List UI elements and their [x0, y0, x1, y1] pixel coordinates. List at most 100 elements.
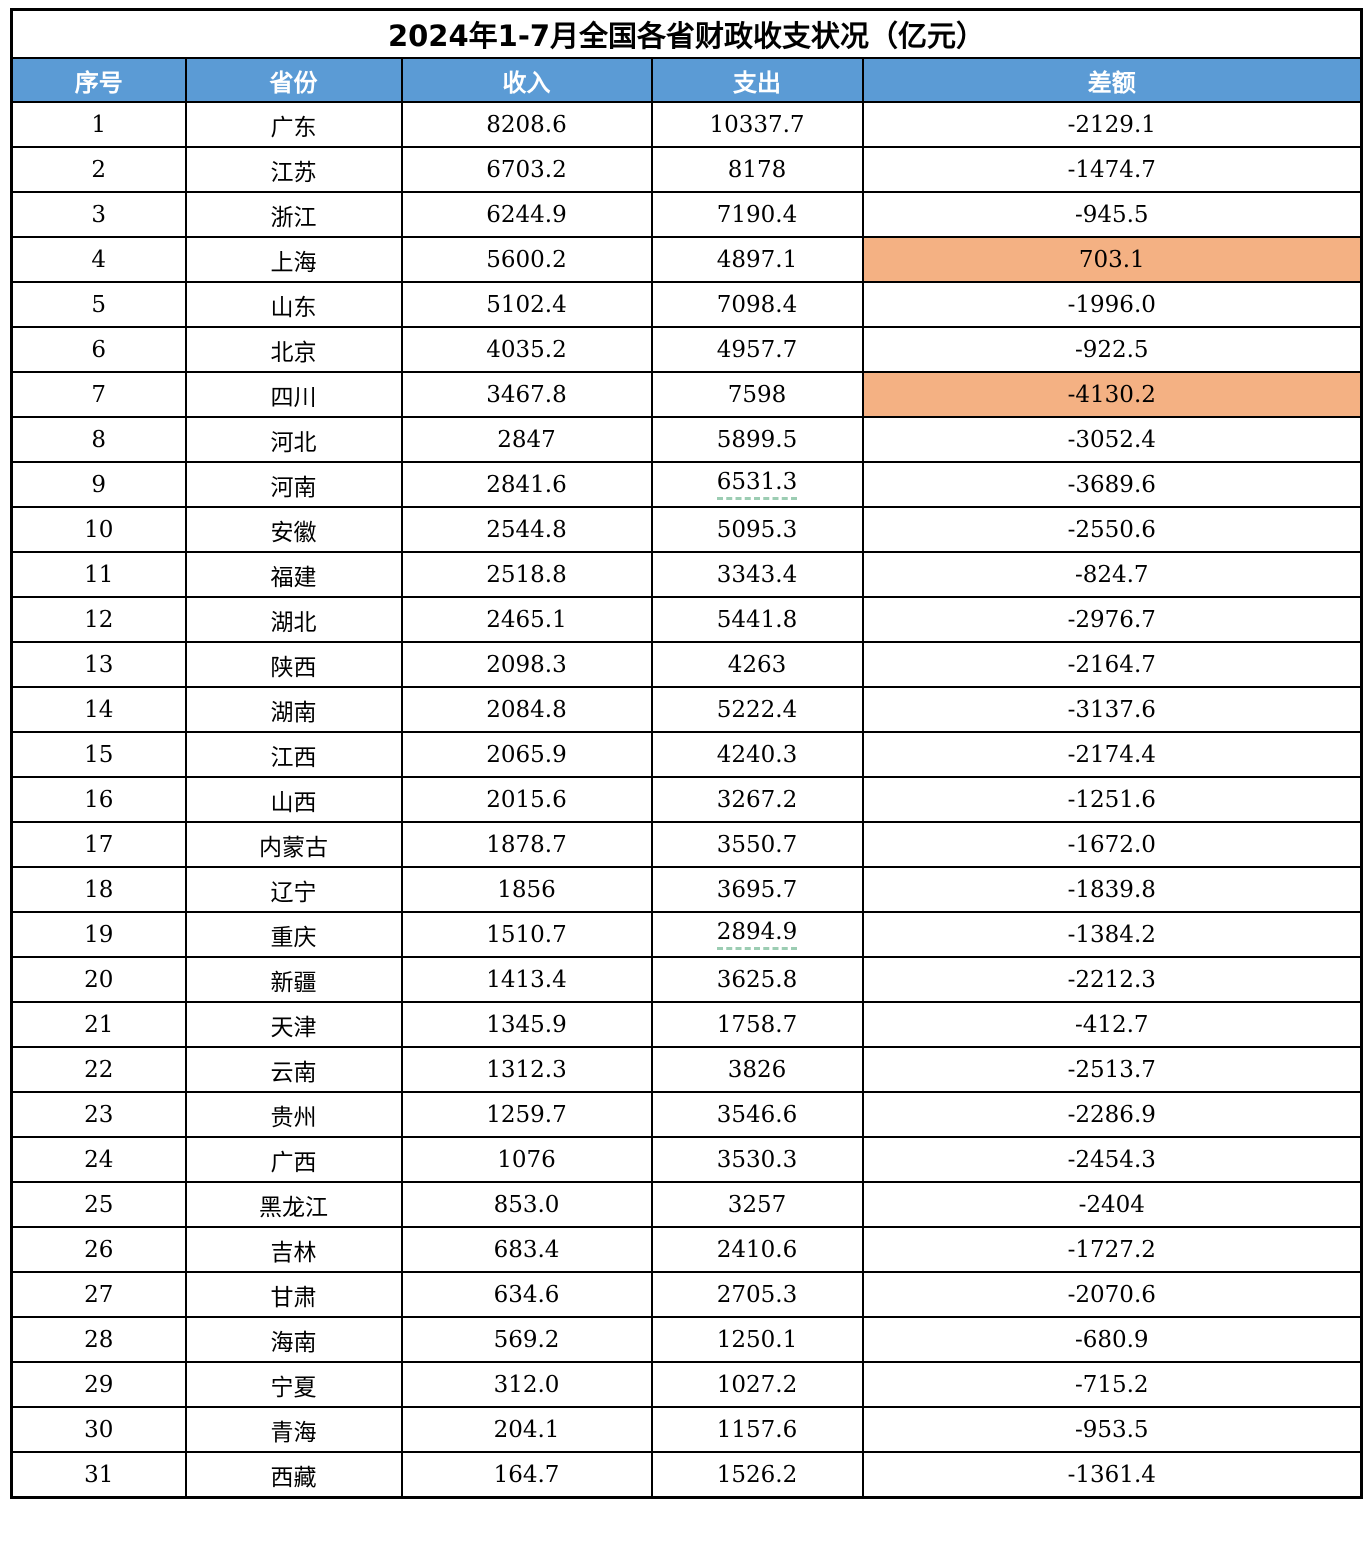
table-row: 15 江西 2065.9 4240.3 -2174.4 [10, 731, 1363, 778]
cell-income: 683.4 [400, 1226, 653, 1273]
cell-index: 22 [10, 1046, 187, 1093]
cell-index: 1 [10, 101, 187, 148]
table-row: 3 浙江 6244.9 7190.4 -945.5 [10, 191, 1363, 238]
cell-index: 5 [10, 281, 187, 328]
cell-expense: 7598 [650, 371, 864, 418]
cell-diff: -2070.6 [861, 1271, 1363, 1318]
cell-province: 辽宁 [184, 866, 403, 913]
table-row: 19 重庆 1510.7 2894.9 -1384.2 [10, 911, 1363, 958]
cell-diff: -3137.6 [861, 686, 1363, 733]
cell-province: 内蒙古 [184, 821, 403, 868]
table-row: 2 江苏 6703.2 8178 -1474.7 [10, 146, 1363, 193]
cell-diff: -824.7 [861, 551, 1363, 598]
table-row: 14 湖南 2084.8 5222.4 -3137.6 [10, 686, 1363, 733]
cell-expense: 2894.9 [650, 911, 864, 958]
table-row: 6 北京 4035.2 4957.7 -922.5 [10, 326, 1363, 373]
table-row: 26 吉林 683.4 2410.6 -1727.2 [10, 1226, 1363, 1273]
cell-province: 福建 [184, 551, 403, 598]
cell-index: 8 [10, 416, 187, 463]
cell-index: 16 [10, 776, 187, 823]
cell-expense: 3625.8 [650, 956, 864, 1003]
cell-province: 吉林 [184, 1226, 403, 1273]
cell-expense: 3530.3 [650, 1136, 864, 1183]
cell-province: 天津 [184, 1001, 403, 1048]
cell-index: 15 [10, 731, 187, 778]
cell-income: 6703.2 [400, 146, 653, 193]
cell-diff: -1727.2 [861, 1226, 1363, 1273]
cell-expense: 2705.3 [650, 1271, 864, 1318]
cell-province: 北京 [184, 326, 403, 373]
table-row: 9 河南 2841.6 6531.3 -3689.6 [10, 461, 1363, 508]
cell-diff: -2174.4 [861, 731, 1363, 778]
cell-income: 569.2 [400, 1316, 653, 1363]
cell-index: 7 [10, 371, 187, 418]
cell-diff: -1474.7 [861, 146, 1363, 193]
table-row: 18 辽宁 1856 3695.7 -1839.8 [10, 866, 1363, 913]
cell-expense: 3343.4 [650, 551, 864, 598]
cell-index: 31 [10, 1451, 187, 1499]
cell-index: 4 [10, 236, 187, 283]
cell-expense: 1526.2 [650, 1451, 864, 1499]
cell-diff: -1996.0 [861, 281, 1363, 328]
cell-index: 27 [10, 1271, 187, 1318]
cell-province: 重庆 [184, 911, 403, 958]
cell-income: 1856 [400, 866, 653, 913]
cell-index: 3 [10, 191, 187, 238]
cell-diff: -2976.7 [861, 596, 1363, 643]
column-header-income: 收入 [400, 57, 653, 103]
title-row: 2024年1-7月全国各省财政收支状况（亿元） [10, 8, 1363, 59]
cell-index: 21 [10, 1001, 187, 1048]
cell-province: 广东 [184, 101, 403, 148]
table-row: 21 天津 1345.9 1758.7 -412.7 [10, 1001, 1363, 1048]
cell-province: 西藏 [184, 1451, 403, 1499]
cell-index: 18 [10, 866, 187, 913]
table-row: 25 黑龙江 853.0 3257 -2404 [10, 1181, 1363, 1228]
table-row: 17 内蒙古 1878.7 3550.7 -1672.0 [10, 821, 1363, 868]
green-dashed-underline: 2894.9 [716, 919, 798, 950]
cell-province: 河北 [184, 416, 403, 463]
cell-diff: -2550.6 [861, 506, 1363, 553]
table-row: 20 新疆 1413.4 3625.8 -2212.3 [10, 956, 1363, 1003]
cell-diff: -945.5 [861, 191, 1363, 238]
cell-expense: 3550.7 [650, 821, 864, 868]
cell-income: 2544.8 [400, 506, 653, 553]
cell-index: 9 [10, 461, 187, 508]
cell-index: 10 [10, 506, 187, 553]
cell-expense: 3257 [650, 1181, 864, 1228]
cell-index: 6 [10, 326, 187, 373]
cell-income: 1312.3 [400, 1046, 653, 1093]
cell-province: 四川 [184, 371, 403, 418]
cell-expense: 5441.8 [650, 596, 864, 643]
cell-diff: -2513.7 [861, 1046, 1363, 1093]
page-title: 2024年1-7月全国各省财政收支状况（亿元） [10, 8, 1363, 59]
cell-expense: 1157.6 [650, 1406, 864, 1453]
table-row: 28 海南 569.2 1250.1 -680.9 [10, 1316, 1363, 1363]
cell-province: 江西 [184, 731, 403, 778]
cell-diff: 703.1 [861, 236, 1363, 283]
cell-province: 浙江 [184, 191, 403, 238]
cell-income: 1878.7 [400, 821, 653, 868]
cell-income: 1413.4 [400, 956, 653, 1003]
cell-province: 甘肃 [184, 1271, 403, 1318]
cell-index: 26 [10, 1226, 187, 1273]
column-header-diff: 差额 [861, 57, 1363, 103]
cell-index: 28 [10, 1316, 187, 1363]
table-row: 12 湖北 2465.1 5441.8 -2976.7 [10, 596, 1363, 643]
cell-expense: 3695.7 [650, 866, 864, 913]
green-dashed-underline: 6531.3 [716, 469, 798, 500]
cell-expense: 4897.1 [650, 236, 864, 283]
column-header-expense: 支出 [650, 57, 864, 103]
cell-index: 29 [10, 1361, 187, 1408]
cell-expense: 5222.4 [650, 686, 864, 733]
cell-income: 3467.8 [400, 371, 653, 418]
table-row: 23 贵州 1259.7 3546.6 -2286.9 [10, 1091, 1363, 1138]
cell-expense: 3267.2 [650, 776, 864, 823]
column-header-index: 序号 [10, 57, 187, 103]
cell-province: 山东 [184, 281, 403, 328]
cell-province: 湖南 [184, 686, 403, 733]
cell-diff: -2164.7 [861, 641, 1363, 688]
table-row: 13 陕西 2098.3 4263 -2164.7 [10, 641, 1363, 688]
table-row: 29 宁夏 312.0 1027.2 -715.2 [10, 1361, 1363, 1408]
table-row: 8 河北 2847 5899.5 -3052.4 [10, 416, 1363, 463]
cell-diff: -4130.2 [861, 371, 1363, 418]
